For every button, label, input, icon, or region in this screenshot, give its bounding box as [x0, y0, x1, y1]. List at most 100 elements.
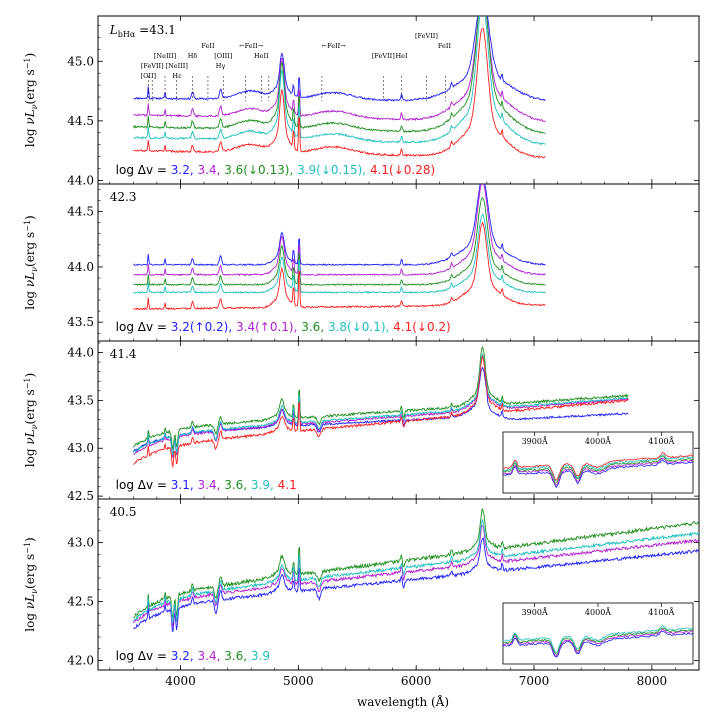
- inset-spectrum-1: [503, 459, 693, 489]
- spectrum-line-4: [132, 352, 629, 456]
- legend-entry: 4.1(↓0.2): [393, 320, 451, 334]
- x-tick-label: 6000: [401, 674, 432, 688]
- y-tick-label: 43.0: [67, 441, 94, 455]
- legend-entry: 3.6(↓0.13),: [224, 163, 297, 177]
- legend-entry: 3.2,: [171, 163, 198, 177]
- emission-line-label: [OII]: [141, 72, 157, 80]
- legend-entry: 3.2(↑0.2),: [171, 320, 236, 334]
- spectrum-line-5: [133, 221, 546, 311]
- legend-entry: 3.1,: [171, 478, 198, 492]
- legend-entry: 3.8(↓0.1),: [328, 320, 393, 334]
- spectrum-line-3: [133, 16, 546, 135]
- inset-spectrum-4: [503, 454, 693, 482]
- panel-3: 42.5 43.0 43.5 44.0 log νLν(erg s−1) 41.4 log …: [23, 340, 700, 503]
- y-tick-label: 44.0: [67, 260, 94, 274]
- inset-frame: [502, 602, 694, 665]
- spectra: [133, 16, 546, 159]
- x-tick-label: 5000: [283, 674, 314, 688]
- legend: log Δv = 3.2, 3.4, 3.6(↓0.13), 3.9(↓0.15…: [116, 163, 436, 177]
- spectra: [132, 508, 699, 632]
- emission-line-label: HeI: [396, 52, 409, 60]
- legend-entry: 3.9,: [251, 478, 278, 492]
- emission-line-label: FeII: [438, 42, 452, 50]
- panel-1: 44.0 44.5 45.0 log νLν(erg s−1) LbHα =43.1 lo…: [23, 15, 700, 187]
- luminosity-label: 42.3: [110, 190, 137, 204]
- y-tick-label: 43.5: [67, 393, 94, 407]
- legend-entry: 3.6,: [224, 478, 251, 492]
- spectrum-line-1: [133, 184, 546, 267]
- emission-line-label: Hδ: [188, 52, 198, 60]
- legend-entry: 4.1(↓0.28): [370, 163, 435, 177]
- legend-prefix: log Δv =: [116, 649, 171, 663]
- inset-tick-label: 4000Å: [585, 437, 611, 446]
- x-tick-label: 4000: [165, 674, 196, 688]
- panel-frame: [97, 15, 700, 185]
- legend-entry: 3.9(↓0.15),: [297, 163, 370, 177]
- legend: log Δv = 3.2, 3.4, 3.6, 3.9: [116, 649, 270, 663]
- panel-frame: [97, 183, 700, 342]
- spectrum-line-2: [133, 16, 546, 123]
- inset: 3900Å 4000Å 4100Å: [502, 602, 694, 665]
- y-tick-label: 44.0: [67, 345, 94, 359]
- y-tick-label: 44.5: [67, 114, 94, 128]
- emission-line-label: [NeIII]: [166, 62, 188, 70]
- spectrum-line-4: [133, 518, 699, 624]
- legend-entry: 3.4,: [198, 478, 225, 492]
- legend: log Δv = 3.1, 3.4, 3.6, 3.9, 4.1: [116, 478, 297, 492]
- inset-spectrum-5: [503, 452, 693, 481]
- x-tick-label: 8000: [637, 674, 668, 688]
- panels-layer: 44.0 44.5 45.0 log νLν(erg s−1) LbHα =43.1 lo…: [23, 15, 700, 688]
- spectra: [133, 184, 546, 311]
- inset-tick-label: 4000Å: [585, 608, 611, 617]
- emission-line-label: Hγ: [216, 62, 226, 70]
- spectrum-line-5: [133, 28, 546, 159]
- y-axis-label: log νLν(erg s−1): [23, 53, 39, 147]
- inset-spectrum-3: [503, 627, 693, 655]
- inset-tick-label: 3900Å: [522, 608, 548, 617]
- emission-line-label: ←FeII→: [322, 42, 347, 50]
- spectrum-line-1: [133, 16, 546, 102]
- legend-entry: 3.6,: [224, 649, 251, 663]
- emission-line-label: [FeVII]: [372, 52, 395, 60]
- y-tick-label: 44.5: [67, 205, 94, 219]
- y-tick-label: 42.0: [67, 654, 94, 668]
- inset-spectrum-2: [503, 628, 693, 658]
- luminosity-label: 40.5: [110, 505, 137, 519]
- y-axis-label: log νLν(erg s−1): [23, 373, 39, 467]
- emission-line-label: [NeIII]: [154, 52, 176, 60]
- legend: log Δv = 3.2(↑0.2), 3.4(↑0.1), 3.6, 3.8(…: [116, 320, 451, 334]
- y-tick-label: 43.5: [67, 315, 94, 329]
- x-axis-label: wavelength (Å): [357, 694, 449, 709]
- spectrum-line-5: [133, 355, 629, 469]
- legend-prefix: log Δv =: [116, 478, 171, 492]
- legend-entry: 3.9: [251, 649, 270, 663]
- legend-entry: 3.4,: [198, 163, 225, 177]
- inset-spectrum-2: [503, 457, 693, 486]
- inset-spectrum-4: [503, 624, 693, 653]
- spectra: [132, 346, 629, 469]
- inset: 3900Å 4000Å 4100Å: [502, 431, 694, 494]
- y-tick-label: 45.0: [67, 54, 94, 68]
- emission-line-label: FeII: [201, 42, 215, 50]
- panel-2: 43.5 44.0 44.5 log νLν(erg s−1) 42.3 log Δv =…: [23, 183, 700, 342]
- spectrum-line-4: [133, 16, 546, 146]
- y-tick-label: 42.5: [67, 595, 94, 609]
- spectrum-line-2: [133, 184, 546, 277]
- inset-frame: [502, 431, 694, 494]
- spectrum-line-3: [133, 508, 699, 619]
- legend-entry: 3.4,: [198, 649, 225, 663]
- y-tick-label: 43.0: [67, 536, 94, 550]
- y-axis-label: log νLν(erg s−1): [23, 537, 39, 631]
- spectrum-line-2: [132, 525, 699, 627]
- inset-tick-label: 3900Å: [522, 437, 548, 446]
- spectrum-line-4: [133, 213, 546, 294]
- luminosity-label: LbHα =43.1: [109, 23, 176, 39]
- legend-entry: 3.2,: [171, 649, 198, 663]
- panel-frame: [97, 498, 700, 671]
- legend-entry: 3.6,: [301, 320, 328, 334]
- panel-4: 42.0 42.5 43.0 log νLν(erg s−1) 40.5 log Δv =…: [23, 498, 700, 688]
- legend-entry: 3.4(↑0.1),: [236, 320, 301, 334]
- emission-line-label: [OIII]: [214, 52, 232, 60]
- line-labels: [OII][FeVII][NeIII][NeIII]HεHδFeII[OIII]…: [141, 32, 452, 101]
